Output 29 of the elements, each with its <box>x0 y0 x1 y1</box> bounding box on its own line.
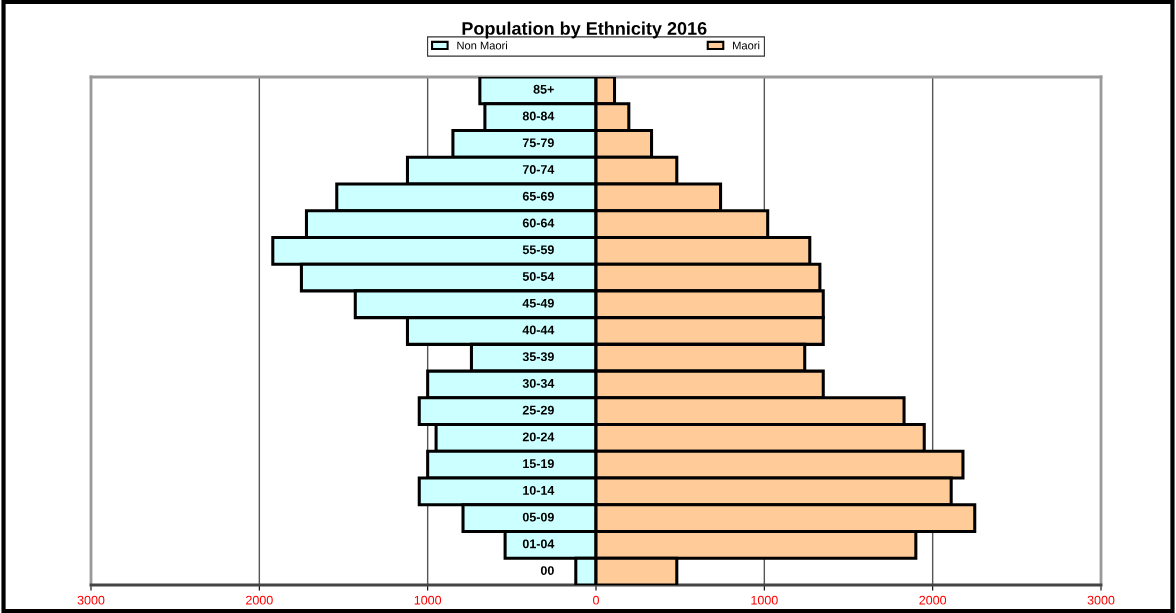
y-tick-label: 30-34 <box>522 378 555 388</box>
legend-label: Non Maori <box>457 41 507 50</box>
y-tick-label: 45-49 <box>522 298 554 308</box>
x-tick-label: 1000 <box>414 595 442 605</box>
legend-label: Maori <box>733 41 760 50</box>
x-tick-label: 0 <box>593 595 599 605</box>
x-tick-label: 1000 <box>751 595 778 605</box>
y-tick-label: 80-84 <box>522 111 555 121</box>
y-tick-label: 65-69 <box>522 191 554 201</box>
x-tick-label: 3000 <box>77 595 105 605</box>
y-tick-label: 00 <box>540 566 554 575</box>
y-tick-label: 60-64 <box>522 218 555 228</box>
y-tick-label: 55-59 <box>522 245 554 255</box>
y-tick-label: 15-19 <box>523 459 554 469</box>
y-tick-label: 40-44 <box>522 325 555 335</box>
chart-title: Population by Ethnicity 2016 <box>462 21 707 39</box>
x-tick-label: 3000 <box>1087 595 1115 605</box>
x-tick-label: 2000 <box>919 595 947 605</box>
y-tick-label: 70-74 <box>522 165 555 174</box>
y-tick-label: 10-14 <box>523 485 555 495</box>
y-tick-label: 01-04 <box>522 539 555 549</box>
y-tick-label: 75-79 <box>522 138 554 148</box>
y-tick-label: 85+ <box>533 84 554 94</box>
y-tick-label: 50-54 <box>522 272 555 281</box>
y-tick-label: 35-39 <box>522 352 554 362</box>
x-tick-label: 2000 <box>246 595 273 605</box>
y-tick-label: 05-09 <box>522 512 554 522</box>
y-tick-label: 25-29 <box>522 405 554 415</box>
y-tick-label: 20-24 <box>522 432 555 442</box>
